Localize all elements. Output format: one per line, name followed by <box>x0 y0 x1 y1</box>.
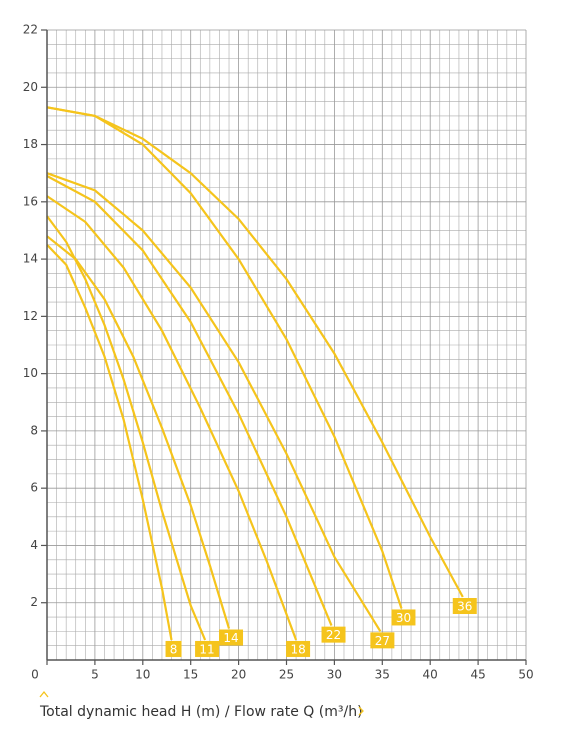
y-tick-label: 6 <box>30 481 38 495</box>
x-tick-label: 10 <box>135 668 150 682</box>
pump-curve <box>46 175 333 627</box>
x-tick-label: 45 <box>470 668 485 682</box>
x-tick-label: 20 <box>231 668 246 682</box>
pump-curve <box>46 172 382 632</box>
curve-tag: 22 <box>326 628 341 642</box>
x-tick-label: 40 <box>423 668 438 682</box>
pump-curve <box>46 106 403 609</box>
x-tick-label: 50 <box>518 668 533 682</box>
y-tick-label: 16 <box>23 194 38 208</box>
curve-tag: 18 <box>290 642 305 656</box>
x-tick-label: 30 <box>327 668 342 682</box>
curve-tag: 36 <box>457 600 472 614</box>
y-tick-label: 2 <box>30 595 38 609</box>
curve-tag: 11 <box>199 642 214 656</box>
y-tick-label: 10 <box>23 366 38 380</box>
curve-tag: 8 <box>170 642 178 656</box>
curve-tag-box <box>391 609 416 626</box>
curve-tag-box <box>452 598 477 614</box>
x-axis-title: Total dynamic head H (m) / Flow rate Q (… <box>39 704 363 720</box>
axes: 0 5 10 15 20 25 30 35 40 45 50 2 4 6 8 10 12 14 16 18 20 22 <box>23 23 534 682</box>
x-tick-label: 0 <box>31 668 39 682</box>
y-tick-label: 20 <box>23 80 38 94</box>
x-tick-label: 5 <box>91 668 99 682</box>
pump-curve <box>46 195 298 641</box>
y-tick-label: 18 <box>23 137 38 151</box>
curve-tag-box <box>195 640 220 657</box>
curve-tag: 27 <box>375 634 390 648</box>
chevron-up <box>39 690 49 698</box>
curves: 8 11 14 18 22 27 30 36 <box>46 106 477 657</box>
x-tick-label: 35 <box>375 668 390 682</box>
curve-tag-box <box>286 640 311 657</box>
pump-curve <box>46 106 464 598</box>
curve-tag-box <box>321 626 346 643</box>
chevron-right <box>358 706 364 716</box>
pump-curve <box>46 244 173 641</box>
x-tick-label: 25 <box>279 668 294 682</box>
x-tick-label: 15 <box>183 668 198 682</box>
curve-tag-box <box>370 632 395 649</box>
grid <box>46 29 527 660</box>
curve-tag-box <box>219 629 244 646</box>
y-tick-label: 4 <box>30 538 38 552</box>
y-tick-label: 12 <box>23 309 38 323</box>
y-tick-label: 22 <box>23 23 38 37</box>
y-tick-label: 8 <box>30 423 38 437</box>
pump-curve <box>46 235 231 629</box>
curve-tag: 14 <box>223 631 238 645</box>
curve-tag-box <box>165 640 182 657</box>
y-tick-label: 14 <box>23 252 38 266</box>
curve-tag: 30 <box>396 611 411 625</box>
